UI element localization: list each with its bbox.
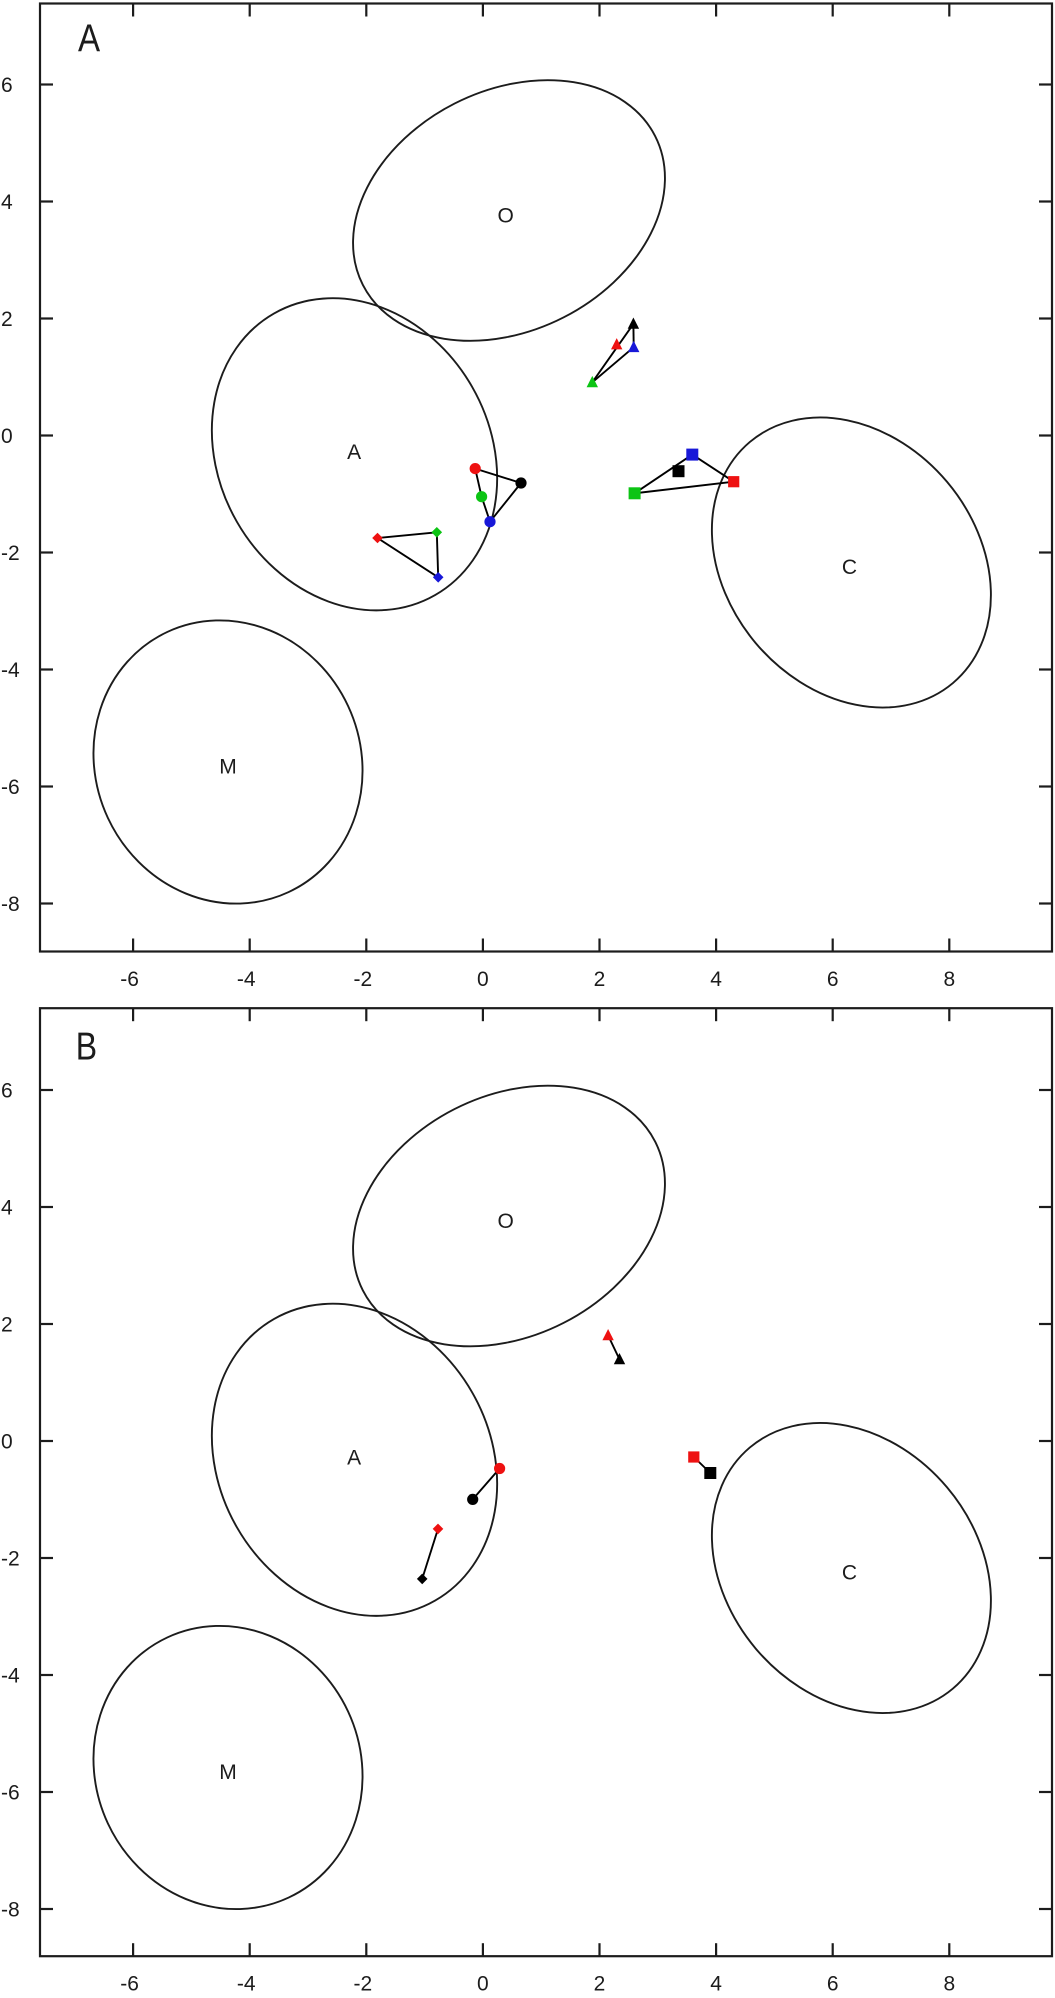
svg-text:-2: -2 [353, 1973, 372, 1993]
svg-text:2: 2 [594, 1973, 606, 1993]
svg-text:-4: -4 [237, 1973, 256, 1993]
svg-text:A: A [347, 1446, 361, 1469]
svg-text:-2: -2 [1, 1548, 20, 1571]
svg-text:-6: -6 [1, 776, 20, 799]
svg-text:-8: -8 [1, 1899, 20, 1922]
svg-text:4: 4 [1, 1197, 13, 1220]
svg-text:B: B [76, 1025, 97, 1069]
svg-text:-2: -2 [353, 968, 372, 991]
svg-text:0: 0 [477, 1973, 489, 1993]
svg-text:A: A [78, 16, 101, 60]
svg-text:-4: -4 [237, 968, 256, 991]
svg-text:6: 6 [1, 74, 13, 97]
svg-text:-2: -2 [1, 542, 20, 565]
svg-text:8: 8 [943, 1973, 955, 1993]
svg-text:8: 8 [943, 968, 955, 991]
svg-text:-4: -4 [1, 659, 20, 682]
svg-text:O: O [498, 1210, 514, 1233]
svg-text:0: 0 [1, 425, 13, 448]
svg-text:2: 2 [594, 968, 606, 991]
svg-text:6: 6 [827, 968, 839, 991]
svg-text:4: 4 [710, 968, 722, 991]
svg-text:0: 0 [477, 968, 489, 991]
svg-text:0: 0 [1, 1431, 13, 1454]
svg-text:6: 6 [1, 1080, 13, 1103]
svg-text:-4: -4 [1, 1665, 20, 1688]
svg-text:-6: -6 [120, 968, 139, 991]
svg-text:A: A [347, 441, 361, 464]
svg-text:C: C [842, 556, 857, 579]
svg-text:-6: -6 [1, 1782, 20, 1805]
svg-text:6: 6 [827, 1973, 839, 1993]
svg-text:M: M [219, 755, 237, 778]
svg-text:-8: -8 [1, 893, 20, 916]
svg-text:4: 4 [1, 191, 13, 214]
svg-text:-6: -6 [120, 1973, 139, 1993]
svg-text:M: M [219, 1761, 237, 1784]
svg-text:2: 2 [1, 1314, 13, 1337]
svg-text:4: 4 [710, 1973, 722, 1993]
svg-text:C: C [842, 1562, 857, 1585]
svg-text:O: O [498, 205, 514, 228]
svg-text:2: 2 [1, 308, 13, 331]
